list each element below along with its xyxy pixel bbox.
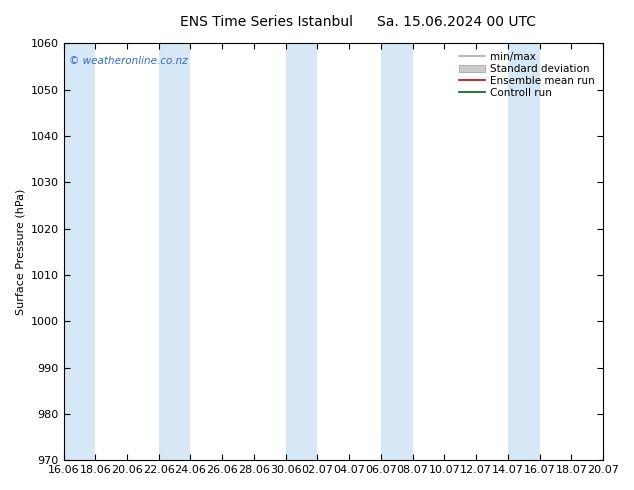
Text: ENS Time Series Istanbul: ENS Time Series Istanbul	[180, 15, 353, 29]
Bar	[286, 44, 318, 460]
Text: Sa. 15.06.2024 00 UTC: Sa. 15.06.2024 00 UTC	[377, 15, 536, 29]
Bar	[381, 44, 413, 460]
Bar	[158, 44, 190, 460]
Legend: min/max, Standard deviation, Ensemble mean run, Controll run: min/max, Standard deviation, Ensemble me…	[456, 49, 598, 101]
Y-axis label: Surface Pressure (hPa): Surface Pressure (hPa)	[15, 189, 25, 315]
Text: © weatheronline.co.nz: © weatheronline.co.nz	[69, 56, 188, 66]
Bar	[508, 44, 540, 460]
Bar	[63, 44, 95, 460]
